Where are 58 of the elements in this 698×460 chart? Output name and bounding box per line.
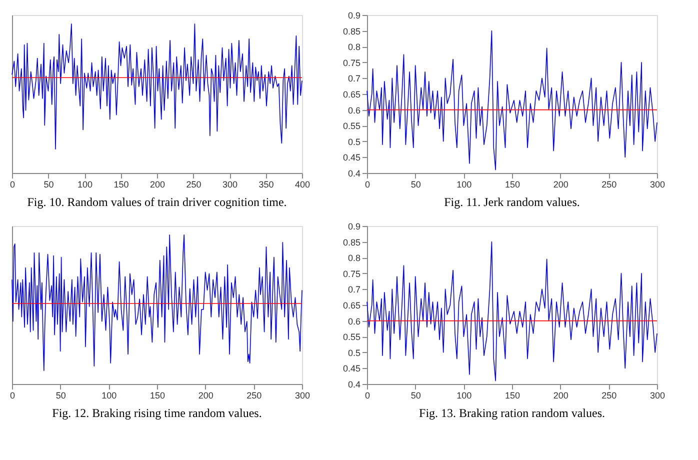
- y-tick-label: 0.65: [342, 90, 360, 100]
- x-tick-label: 200: [553, 390, 568, 400]
- y-tick-label: 0.7: [348, 74, 360, 84]
- y-tick-label: 0.65: [342, 300, 360, 310]
- x-tick-label: 150: [114, 180, 129, 190]
- x-tick-label: 0: [10, 390, 16, 400]
- x-tick-label: 250: [246, 390, 262, 400]
- x-tick-label: 400: [294, 180, 310, 190]
- x-tick-label: 300: [650, 180, 666, 190]
- text: Fig. 12. Braking rising time random values.: [52, 406, 262, 420]
- x-tick-label: 350: [258, 180, 274, 190]
- x-tick-label: 150: [150, 390, 166, 400]
- y-tick-label: 0.4: [348, 380, 360, 390]
- x-tick-label: 200: [198, 390, 214, 400]
- x-tick-label: 100: [102, 390, 117, 400]
- x-tick-label: 300: [294, 390, 310, 400]
- y-tick-label: 0.5: [348, 136, 360, 147]
- y-tick-label: 0.4: [348, 168, 360, 178]
- text: Fig. 13. Braking ration random values.: [419, 406, 605, 420]
- x-tick-label: 150: [504, 390, 520, 400]
- x-tick-label: 50: [410, 180, 421, 190]
- x-tick-label: 150: [504, 180, 520, 190]
- x-tick-label: 300: [222, 180, 238, 190]
- y-tick-label: 0.85: [342, 26, 360, 36]
- x-tick-label: 0: [10, 180, 16, 190]
- y-tick-label: 0.55: [342, 332, 360, 342]
- x-tick-label: 50: [44, 180, 54, 190]
- x-tick-label: 200: [150, 180, 166, 190]
- y-tick-label: 0.75: [342, 58, 360, 68]
- text: Fig. 11. Jerk random values.: [444, 195, 580, 209]
- x-tick-label: 50: [56, 390, 66, 400]
- text: Fig. 10. Random values of train driver cognition time.: [27, 195, 287, 209]
- x-tick-label: 100: [77, 180, 93, 190]
- y-tick-label: 0.8: [348, 42, 360, 52]
- y-tick-label: 0.7: [348, 284, 360, 295]
- x-tick-label: 200: [553, 180, 568, 190]
- x-tick-label: 100: [456, 390, 472, 400]
- y-tick-label: 0.9: [348, 10, 360, 20]
- x-tick-label: 100: [456, 180, 472, 190]
- y-tick-label: 0.85: [342, 237, 360, 248]
- y-tick-label: 0.6: [348, 105, 360, 116]
- x-tick-label: 250: [602, 180, 617, 190]
- y-tick-label: 0.45: [342, 364, 360, 374]
- line-series: [366, 241, 658, 382]
- x-tick-label: 0: [364, 390, 370, 400]
- y-tick-label: 0.45: [342, 152, 360, 163]
- y-tick-label: 0.6: [348, 316, 360, 326]
- y-tick-label: 0.5: [348, 348, 360, 358]
- y-tick-label: 0.55: [342, 121, 360, 132]
- x-tick-label: 300: [650, 390, 666, 400]
- x-tick-label: 250: [602, 390, 617, 400]
- x-tick-label: 50: [410, 390, 421, 400]
- y-tick-label: 0.9: [348, 222, 360, 232]
- line-series: [366, 30, 658, 170]
- y-tick-label: 0.75: [342, 268, 360, 279]
- x-tick-label: 0: [364, 180, 370, 190]
- x-tick-label: 250: [186, 180, 202, 190]
- y-tick-label: 0.8: [348, 253, 360, 264]
